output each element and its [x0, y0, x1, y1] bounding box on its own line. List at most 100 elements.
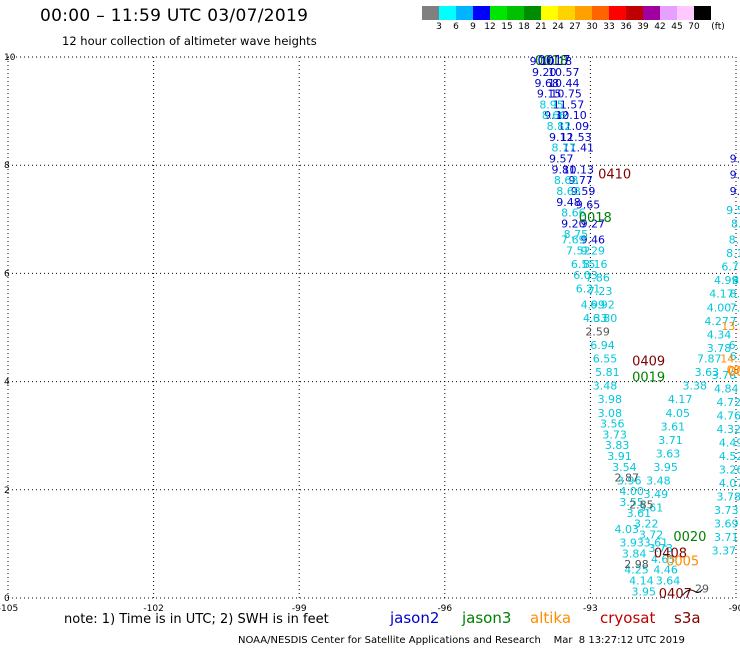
- wave-height-value: 3.54: [612, 461, 637, 474]
- wave-height-value: 3.83: [605, 439, 630, 452]
- wave-height-value: 3.73: [602, 428, 627, 441]
- wave-height-value: 2.59: [585, 326, 610, 339]
- wave-height-value: 9.9: [730, 169, 740, 182]
- scale-label: 36: [620, 22, 632, 32]
- wave-height-value: 8.12: [726, 247, 740, 260]
- wave-height-value: 11.41: [563, 142, 595, 155]
- wave-height-value: 9.59: [571, 185, 596, 198]
- wave-height-value: 9.81: [551, 163, 576, 176]
- scale-swatch: [694, 6, 711, 20]
- y-tick-label: 10: [4, 53, 16, 63]
- wave-height-value: 6.92: [590, 299, 615, 312]
- wave-height-value: 7.69: [561, 234, 586, 247]
- wave-height-value: 29: [695, 583, 709, 596]
- scale-swatch: [575, 6, 592, 20]
- scale-swatch: [609, 6, 626, 20]
- wave-height-value: 4.52: [719, 450, 740, 463]
- wave-height-value: 3.49: [644, 488, 669, 501]
- time-label: 0018: [579, 211, 612, 226]
- wave-height-value: 3.69: [714, 518, 739, 531]
- wave-height-value: 11.09: [558, 120, 590, 133]
- scale-swatch: [660, 6, 677, 20]
- wave-height-value: 5.81: [595, 366, 620, 379]
- scale-unit: (ft): [711, 22, 725, 32]
- wave-height-value: 10.75: [550, 88, 582, 101]
- x-tick-label: -105: [0, 604, 18, 614]
- scale-label: 45: [671, 22, 683, 32]
- legend-cryosat: cryosat: [600, 609, 656, 627]
- wave-height-value: 8.65: [731, 217, 740, 230]
- legend-jason3: jason3: [462, 609, 512, 627]
- wave-height-value: 4.27: [704, 315, 729, 328]
- wave-height-value: 8.6: [732, 274, 740, 287]
- wave-height-value: 8.68: [554, 174, 579, 187]
- time-label: 0017: [537, 54, 570, 69]
- wave-height-value: 3.22: [634, 518, 659, 531]
- wave-height-value: 3.93: [619, 537, 644, 550]
- wave-height-value: 9.15: [537, 88, 562, 101]
- legend-jason2: jason2: [390, 609, 440, 627]
- wave-height-value: 6.55: [593, 353, 618, 366]
- wave-height-value: 8.3: [730, 288, 740, 301]
- wave-height-value: 6.80: [593, 312, 618, 325]
- wave-height-value: 4.00: [619, 485, 644, 498]
- wave-height-value: 4.76: [716, 409, 740, 422]
- wave-height-value: 3.84: [622, 547, 647, 560]
- wave-height-value: 6.57: [729, 339, 740, 352]
- scale-swatch: [473, 6, 490, 20]
- scale-swatch: [524, 6, 541, 20]
- wave-height-value: 13.3: [721, 320, 740, 333]
- page-subtitle: 12 hour collection of altimeter wave hei…: [62, 34, 317, 48]
- wave-height-value: 10.10: [555, 109, 587, 122]
- wave-height-value: 9.46: [581, 234, 606, 247]
- time-label: 0019: [632, 371, 665, 386]
- wave-height-value: 3.76: [712, 369, 737, 382]
- scale-label: 9: [470, 22, 476, 32]
- time-label: 0018: [535, 54, 568, 69]
- scale-label: 39: [637, 22, 649, 32]
- x-tick-label: -99: [292, 604, 307, 614]
- scale-label: 30: [586, 22, 598, 32]
- wave-height-value: 14.39: [720, 353, 740, 366]
- wave-height-value: 3.98: [598, 393, 623, 406]
- wave-height-value: 3.61: [627, 507, 652, 520]
- scale-label: 18: [518, 22, 530, 32]
- scale-label: 21: [535, 22, 547, 32]
- wave-height-value: 3.72: [639, 528, 664, 541]
- wave-height-value: 7.87: [697, 353, 722, 366]
- wave-height-value: 3.48: [646, 474, 671, 487]
- time-label: 0410: [598, 168, 631, 183]
- wave-height-value: 9.10: [530, 55, 555, 68]
- y-tick-label: 8: [4, 161, 10, 171]
- page-title: 00:00 – 11:59 UTC 03/07/2019: [40, 6, 309, 26]
- time-label: 00: [728, 365, 740, 380]
- x-tick-label: -102: [143, 604, 163, 614]
- wave-height-value: 3.55: [619, 496, 644, 509]
- coastline-mark: [682, 588, 704, 596]
- scale-swatch: [422, 6, 439, 20]
- wave-height-value: 3.64: [656, 574, 681, 587]
- wave-height-value: 3.61: [639, 501, 664, 514]
- scale-swatch: [643, 6, 660, 20]
- scale-swatch: [490, 6, 507, 20]
- wave-height-value: 9.4: [730, 152, 740, 165]
- scale-swatch: [677, 6, 694, 20]
- y-tick-label: 2: [4, 486, 10, 496]
- wave-height-value: 4.32: [716, 423, 740, 436]
- wave-height-value: 00: [727, 363, 740, 376]
- wave-height-value: 8.68: [556, 185, 581, 198]
- wave-height-value: 9.68: [534, 77, 559, 90]
- scale-label: 33: [603, 22, 615, 32]
- wave-height-value: 3.95: [653, 461, 678, 474]
- wave-height-value: 4.99: [714, 274, 739, 287]
- wave-height-value: 3.38: [682, 380, 707, 393]
- wave-height-value: 2.85: [629, 499, 654, 512]
- scale-swatch: [456, 6, 473, 20]
- wave-height-value: 8.77: [551, 142, 576, 155]
- wave-height-value: 8.66: [542, 109, 567, 122]
- x-tick-label: -96: [437, 604, 452, 614]
- wave-height-value: 8.66: [561, 207, 586, 220]
- scale-label: 27: [569, 22, 581, 32]
- wave-height-value: 3.73: [714, 504, 739, 517]
